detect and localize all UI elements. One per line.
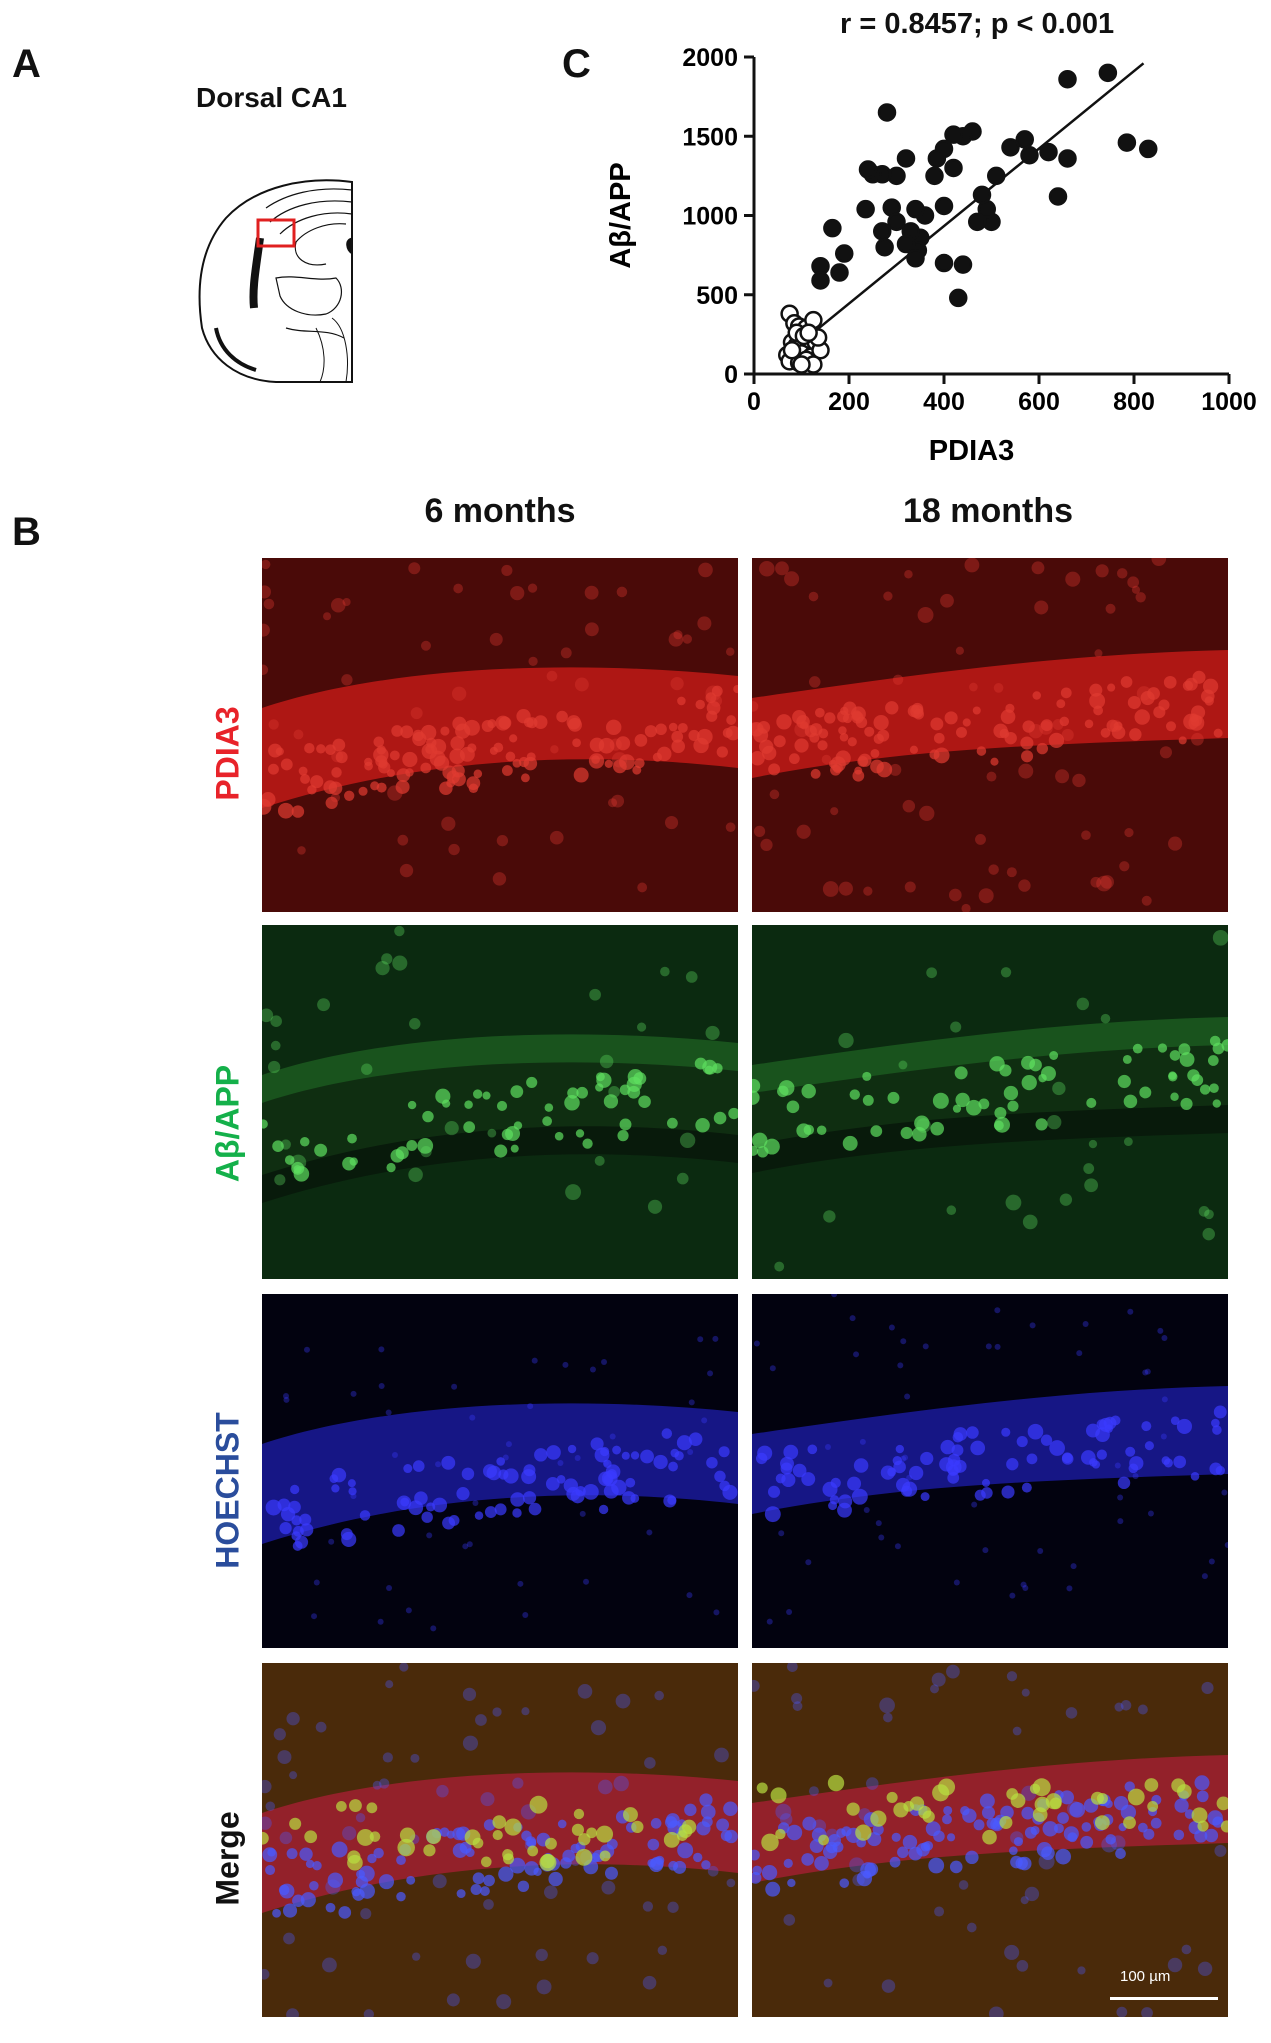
data-point-18-months [1001, 138, 1020, 157]
data-point-18-months [1020, 146, 1039, 165]
brain-section-diagram [198, 179, 353, 383]
data-point-6-months [799, 323, 818, 343]
panel-label-a: A [12, 42, 41, 86]
scale-bar [1110, 1997, 1218, 2000]
y-tick-label: 1500 [682, 123, 738, 151]
data-point-18-months [925, 166, 944, 186]
data-point-18-months [934, 253, 954, 273]
data-point-6-months [792, 355, 811, 374]
y-axis-label: Aβ/APP [605, 162, 637, 268]
data-point-18-months [875, 237, 894, 257]
data-point-6-months [782, 340, 802, 360]
regression-line [800, 62, 1145, 344]
x-tick-label: 600 [1018, 388, 1060, 416]
column-header-18-months: 18 months [902, 492, 1074, 530]
data-point-18-months [858, 160, 878, 179]
data-point-18-months [927, 149, 947, 168]
data-point-18-months [949, 288, 968, 308]
data-point-18-months [906, 249, 925, 268]
panel-label-c: C [562, 42, 591, 86]
x-tick-label: 400 [923, 388, 965, 416]
data-point-18-months [953, 255, 973, 274]
data-point-18-months [830, 263, 849, 282]
micrograph-pdia3-18-months [752, 558, 1228, 912]
data-point-18-months [1139, 139, 1158, 159]
x-axis-label: PDIA3 [929, 435, 1014, 467]
data-point-18-months [934, 196, 954, 216]
data-point-18-months [896, 149, 916, 168]
data-point-18-months [873, 222, 892, 241]
row-label-hoechst: HOECHST [209, 1412, 246, 1569]
x-tick-label: 800 [1113, 388, 1155, 416]
scale-bar-label: 100 µm [1120, 1968, 1171, 1985]
data-point-18-months [877, 103, 897, 122]
data-point-18-months [896, 234, 916, 254]
micrograph-hoechst-18-months [752, 1294, 1228, 1648]
data-point-18-months [944, 125, 963, 144]
micrograph-hoechst-6-months [262, 1294, 738, 1648]
micrograph-abeta-18-months [752, 925, 1228, 1279]
data-point-18-months [906, 199, 925, 219]
data-point-18-months [856, 199, 875, 219]
column-header-6-months: 6 months [424, 492, 576, 530]
data-point-18-months [1058, 149, 1077, 168]
row-label-pdia3: PDIA3 [209, 706, 246, 801]
data-point-18-months [823, 218, 842, 238]
scatter-plot: 2000 1500 1000 500 00 200 400 600 800 1000 PDIA3 Aβ… [605, 44, 1257, 467]
micrograph-abeta-6-months [262, 925, 738, 1279]
correlation-stat: r = 0.8457; p < 0.001 [840, 8, 1115, 40]
y-tick-label: 500 [696, 282, 738, 310]
x-tick-label: 1000 [1201, 388, 1257, 416]
panel-label-b: B [12, 510, 41, 554]
data-point-18-months [972, 185, 992, 205]
data-point-18-months [968, 212, 987, 232]
data-point-18-months [835, 244, 854, 263]
row-label-abeta-app: Aβ/APP [209, 1064, 246, 1183]
data-point-18-months [1015, 130, 1034, 149]
data-point-18-months [1117, 133, 1137, 152]
x-tick-label: 0 [747, 388, 761, 416]
x-tick-label: 200 [828, 388, 870, 416]
brain-diagram-title: Dorsal CA1 [196, 82, 347, 113]
data-point-18-months [1058, 69, 1077, 89]
data-point-18-months [1039, 142, 1058, 162]
y-tick-label: 2000 [682, 44, 738, 72]
data-point-18-months [1048, 187, 1068, 206]
micrograph-pdia3-6-months [262, 558, 738, 912]
data-point-18-months [987, 166, 1006, 186]
micrograph-merge-18-months [752, 1663, 1228, 2017]
y-tick-label: 1000 [682, 203, 738, 231]
y-tick-label: 0 [724, 361, 738, 389]
row-label-merge: Merge [209, 1811, 246, 1906]
ca1-region-box [256, 218, 296, 248]
data-point-18-months [944, 158, 963, 178]
data-point-18-months [811, 271, 830, 290]
data-point-18-months [1098, 63, 1118, 83]
data-point-18-months [887, 212, 906, 232]
micrograph-merge-6-months [262, 1663, 738, 2017]
